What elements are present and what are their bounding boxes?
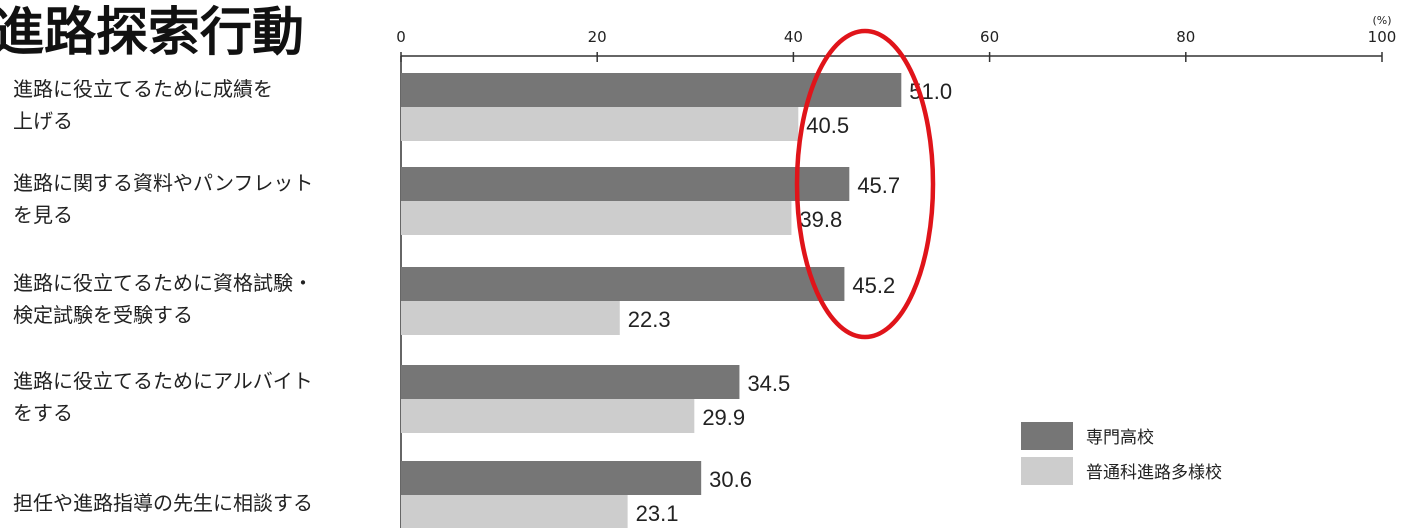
value-labels: 51.045.745.234.530.640.539.822.329.923.1 (628, 79, 952, 526)
x-tick-label: 100 (1368, 28, 1397, 46)
value-label: 29.9 (702, 405, 745, 430)
x-axis: 0 20 40 60 80 100(%) (396, 14, 1396, 528)
highlight-ellipse (794, 28, 936, 340)
category-label: をする (13, 401, 73, 425)
x-tick-label: 60 (980, 28, 999, 46)
category-label: 上げる (13, 109, 73, 133)
category-label: 進路に役立てるために資格試験・ (13, 271, 313, 295)
bar-specialist (401, 167, 850, 201)
legend-swatch (1021, 422, 1073, 450)
value-label: 40.5 (806, 113, 849, 138)
category-label: を見る (13, 203, 73, 227)
value-label: 23.1 (636, 501, 679, 526)
bar-general (401, 495, 628, 528)
value-label: 22.3 (628, 307, 671, 332)
category-label: 進路に関する資料やパンフレット (13, 171, 313, 195)
category-label: 進路に役立てるために成績を (13, 77, 273, 101)
bar-general (401, 301, 620, 335)
unit-label: (%) (1372, 14, 1391, 27)
legend-label: 専門高校 (1086, 428, 1154, 448)
category-labels: 進路に役立てるために成績を上げる進路に関する資料やパンフレットを見る進路に役立て… (13, 77, 313, 515)
value-label: 45.2 (852, 273, 895, 298)
bar-specialist (401, 73, 902, 107)
bar-specialist (401, 267, 845, 301)
value-label: 39.8 (799, 207, 842, 232)
bar-general (401, 107, 799, 141)
x-tick-label: 40 (784, 28, 803, 46)
legend-label: 普通科進路多様校 (1086, 463, 1222, 483)
x-tick-label: 20 (588, 28, 607, 46)
category-label: 検定試験を受験する (13, 303, 193, 327)
x-tick-label: 80 (1176, 28, 1195, 46)
bar-specialist (401, 365, 740, 399)
category-label: 担任や進路指導の先生に相談する (13, 491, 313, 515)
x-tick-label: 0 (396, 28, 406, 46)
chart-title: 進路探索行動 (0, 3, 304, 63)
highlight-annotation (794, 28, 936, 340)
bar-general (401, 201, 792, 235)
bar-general (401, 399, 695, 433)
category-label: 進路に役立てるためにアルバイト (13, 369, 313, 393)
value-label: 30.6 (709, 467, 752, 492)
value-label: 34.5 (747, 371, 790, 396)
value-label: 45.7 (857, 173, 900, 198)
bars (401, 73, 902, 528)
bar-specialist (401, 461, 702, 495)
legend-swatch (1021, 457, 1073, 485)
